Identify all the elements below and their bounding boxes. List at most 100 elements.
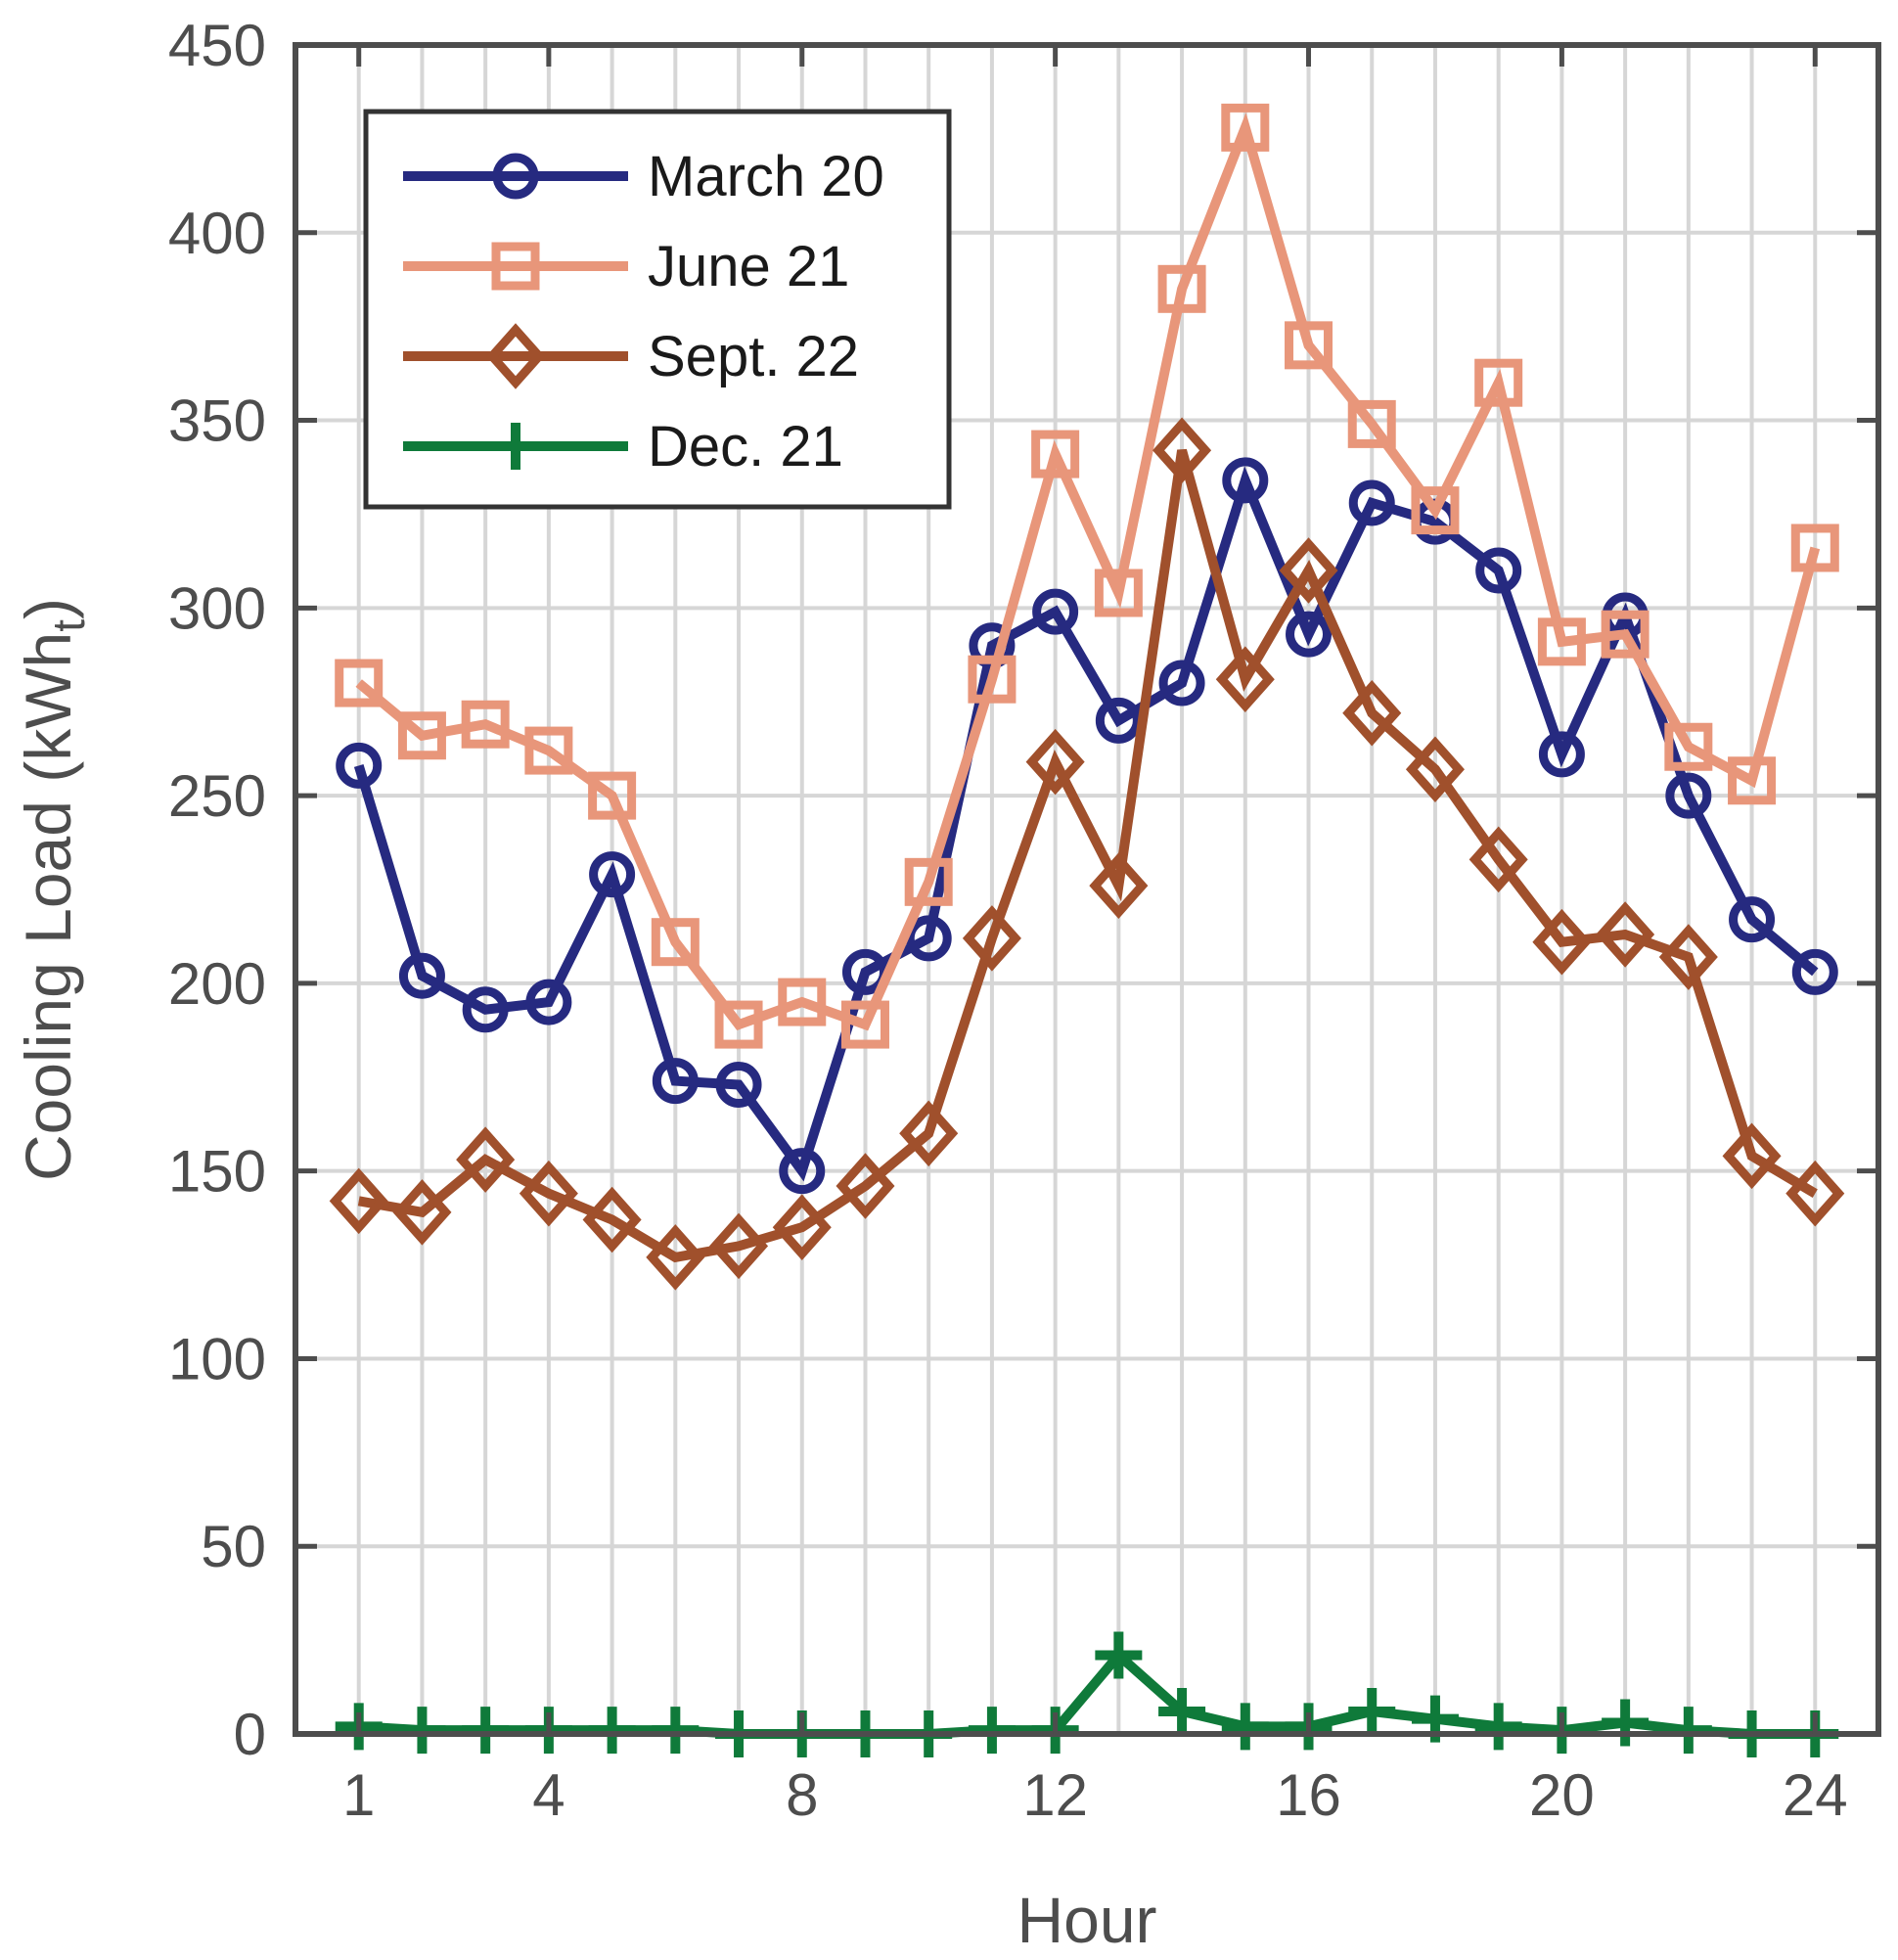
- series-3-point-8: [772, 1194, 832, 1260]
- series-1-point-19: [1475, 547, 1522, 594]
- series-4-point-13: [1095, 1631, 1143, 1679]
- series-3-point-24: [1785, 1160, 1845, 1227]
- series-1-point-2: [398, 952, 445, 999]
- y-tick-label-200: 200: [168, 951, 266, 1017]
- series-3-point-7: [709, 1212, 769, 1280]
- y-tick-label-450: 450: [168, 13, 266, 78]
- series-1-point-24: [1791, 948, 1838, 995]
- series-3-point-2: [392, 1179, 452, 1246]
- y-axis-title-main: Cooling Load (kWh: [12, 632, 84, 1181]
- x-tick-label-12: 12: [1022, 1762, 1088, 1828]
- series-2-point-5: [588, 771, 637, 820]
- legend-label-3: Sept. 22: [648, 325, 859, 388]
- series-2-point-22: [1664, 722, 1713, 771]
- legend-marker-1: [492, 153, 539, 200]
- series-3-line: [357, 448, 1818, 1263]
- series-3-point-15: [1215, 646, 1275, 712]
- series-2-point-2: [397, 711, 446, 760]
- series-1-point-17: [1348, 479, 1395, 526]
- legend: March 20 June 21 Sept. 22 Dec. 21: [363, 109, 952, 510]
- y-tick-label-100: 100: [168, 1326, 266, 1391]
- series-2-point-7: [714, 1000, 763, 1049]
- y-tick-label-150: 150: [168, 1139, 266, 1205]
- series-3-point-13: [1089, 852, 1149, 919]
- series-3-point-20: [1532, 908, 1592, 976]
- series-4-point-19: [1474, 1703, 1522, 1751]
- series-2-point-6: [651, 918, 700, 967]
- series-2-point-11: [968, 655, 1017, 704]
- series-1-point-22: [1665, 772, 1712, 819]
- legend-marker-3: [485, 323, 546, 389]
- x-tick-label-4: 4: [532, 1762, 565, 1828]
- series-3-point-22: [1658, 924, 1718, 990]
- y-axis-title: Cooling Load (kWht): [12, 598, 94, 1181]
- y-tick-label-400: 400: [168, 201, 266, 266]
- series-4-point-14: [1158, 1687, 1206, 1735]
- y-axis-title-close: ): [12, 598, 84, 619]
- series-2-point-12: [1031, 430, 1080, 479]
- series-1-point-8: [779, 1148, 826, 1195]
- series-1-point-4: [525, 979, 572, 1026]
- y-axis-title-subscript: t: [43, 619, 94, 632]
- series-1-point-23: [1729, 896, 1776, 943]
- legend-label-2: June 21: [648, 235, 849, 298]
- legend-label-4: Dec. 21: [648, 415, 843, 479]
- y-tick-label-0: 0: [234, 1702, 266, 1767]
- series-1-point-7: [715, 1061, 762, 1108]
- series-2-point-13: [1094, 569, 1143, 617]
- x-axis-title: Hour: [1017, 1884, 1156, 1956]
- series-4-point-17: [1348, 1687, 1396, 1735]
- y-tick-label-50: 50: [201, 1514, 266, 1579]
- series-4-point-21: [1602, 1699, 1649, 1747]
- series-2-group: [335, 103, 1839, 1049]
- series-3-group: [329, 417, 1845, 1291]
- x-tick-label-1: 1: [342, 1762, 375, 1828]
- series-3-point-23: [1722, 1122, 1782, 1190]
- series-4-point-2: [398, 1707, 446, 1755]
- series-2-point-3: [461, 700, 510, 749]
- series-2-point-14: [1157, 264, 1206, 313]
- ticks: 0 50 100 150 200 250 300 350 400 450 1 4 8 12 16 20 24: [168, 13, 1878, 1828]
- series-1-point-13: [1095, 697, 1142, 744]
- series-1-point-10: [905, 915, 952, 962]
- legend-box: [363, 109, 952, 510]
- series-1-line: [353, 466, 1819, 1182]
- series-4-point-22: [1664, 1707, 1712, 1755]
- series-2-point-17: [1347, 399, 1396, 448]
- series-4-point-6: [652, 1707, 700, 1755]
- series-2-point-9: [840, 1000, 889, 1049]
- series-1-point-14: [1158, 660, 1205, 707]
- legend-label-1: March 20: [648, 145, 884, 208]
- series-1-point-15: [1222, 457, 1269, 504]
- series-3-point-21: [1596, 901, 1655, 968]
- series-4-point-3: [462, 1707, 510, 1755]
- series-4-point-5: [588, 1707, 636, 1755]
- series-1-point-16: [1286, 611, 1333, 658]
- series-2-point-8: [778, 978, 827, 1026]
- series-2-point-24: [1790, 524, 1839, 572]
- series-3-point-16: [1279, 537, 1338, 604]
- series-3-point-4: [519, 1160, 578, 1227]
- series-1-point-6: [652, 1058, 699, 1105]
- legend-marker-4: [492, 423, 539, 470]
- series-3-point-11: [962, 905, 1021, 972]
- series-3-point-14: [1152, 417, 1212, 484]
- series-2-point-18: [1411, 486, 1460, 535]
- series-2-point-4: [524, 726, 573, 775]
- y-tick-label-250: 250: [168, 763, 266, 829]
- series-1-point-1: [336, 742, 383, 789]
- y-tick-label-300: 300: [168, 575, 266, 641]
- series-1-point-3: [462, 986, 509, 1033]
- series-4-point-15: [1221, 1703, 1269, 1751]
- series-1-point-5: [589, 851, 636, 898]
- y-tick-label-350: 350: [168, 388, 266, 454]
- series-3-point-5: [582, 1186, 642, 1253]
- legend-marker-2: [491, 242, 540, 291]
- series-3-point-10: [899, 1100, 959, 1167]
- series-3-point-18: [1405, 736, 1465, 803]
- series-3-point-19: [1469, 826, 1528, 893]
- series-2-point-20: [1537, 617, 1586, 666]
- x-tick-label-20: 20: [1529, 1762, 1595, 1828]
- series-2-point-1: [335, 659, 384, 707]
